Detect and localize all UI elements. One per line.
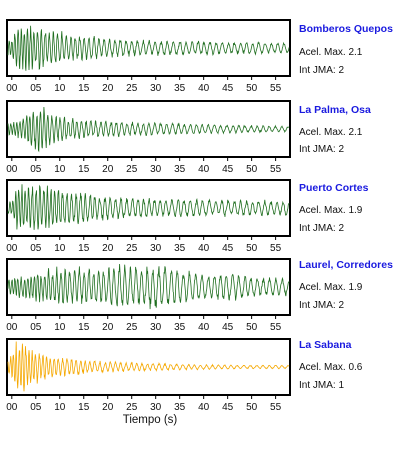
x-tick-label: 00 (6, 164, 18, 175)
station-panel: 00 05 10 15 20 25 30 35 40 45 50 55 (6, 258, 291, 333)
x-tick-label: 45 (222, 164, 234, 175)
x-tick-label: 20 (102, 83, 114, 94)
waveform-trace (7, 25, 290, 71)
x-tick-label: 05 (30, 322, 42, 333)
jma-intensity-label: Int JMA: 1 (299, 380, 345, 391)
station-panel: 00 05 10 15 20 25 30 35 40 45 50 55 (6, 19, 291, 94)
x-tick-label: 50 (246, 322, 258, 333)
x-tick-label: 15 (78, 83, 90, 94)
x-tick-label: 45 (222, 243, 234, 254)
x-tick-label: 15 (78, 164, 90, 175)
x-tick-label: 10 (54, 243, 66, 254)
station-panel: 00 05 10 15 20 25 30 35 40 45 50 55 (6, 179, 291, 254)
x-tick-label: 40 (198, 402, 210, 413)
station-name: Puerto Cortes (299, 182, 369, 194)
max-acceleration-label: Acel. Max. 1.9 (299, 282, 363, 293)
x-tick-label: 00 (6, 402, 18, 413)
x-tick-label: 25 (126, 83, 138, 94)
jma-intensity-label: Int JMA: 2 (299, 65, 345, 76)
max-acceleration-label: Acel. Max. 2.1 (299, 127, 363, 138)
x-tick-label: 15 (78, 243, 90, 254)
x-tick-label: 40 (198, 243, 210, 254)
waveform-trace (7, 263, 290, 310)
x-tick-label: 25 (126, 164, 138, 175)
panel-frame (6, 338, 291, 396)
x-tick-label: 30 (150, 322, 162, 333)
x-tick-label: 35 (174, 243, 186, 254)
x-tick-label: 40 (198, 83, 210, 94)
x-tick-label: 35 (174, 164, 186, 175)
x-tick-label: 15 (78, 322, 90, 333)
x-axis-label: Tiempo (s) (122, 414, 178, 426)
x-tick-label: 50 (246, 243, 258, 254)
panel-frame (6, 19, 291, 77)
x-tick-label: 55 (270, 322, 282, 333)
x-tick-label: 10 (54, 402, 66, 413)
x-tick-label: 50 (246, 402, 258, 413)
max-acceleration-label: Acel. Max. 2.1 (299, 47, 363, 58)
station-panel: 00 05 10 15 20 25 30 35 40 45 50 55 (6, 100, 291, 175)
x-tick-label: 55 (270, 402, 282, 413)
x-tick-label: 40 (198, 164, 210, 175)
jma-intensity-label: Int JMA: 2 (299, 223, 345, 234)
station-name: Bomberos Quepos (299, 23, 393, 35)
x-tick-label: 05 (30, 402, 42, 413)
x-tick-label: 00 (6, 322, 18, 333)
x-tick-label: 40 (198, 322, 210, 333)
x-tick-label: 05 (30, 243, 42, 254)
x-tick-label: 30 (150, 402, 162, 413)
x-tick-label: 20 (102, 164, 114, 175)
max-acceleration-label: Acel. Max. 0.6 (299, 362, 363, 373)
station-panel: 00 05 10 15 20 25 30 35 40 45 50 55 (6, 338, 291, 413)
x-tick-label: 30 (150, 164, 162, 175)
x-tick-label: 00 (6, 83, 18, 94)
panel-frame (6, 100, 291, 158)
x-tick-label: 30 (150, 83, 162, 94)
x-tick-label: 05 (30, 164, 42, 175)
x-tick-label: 55 (270, 83, 282, 94)
x-tick-label: 10 (54, 322, 66, 333)
panel-frame (6, 179, 291, 237)
x-tick-label: 00 (6, 243, 18, 254)
x-tick-label: 10 (54, 83, 66, 94)
x-tick-label: 20 (102, 402, 114, 413)
x-tick-label: 45 (222, 402, 234, 413)
x-tick-label: 45 (222, 83, 234, 94)
jma-intensity-label: Int JMA: 2 (299, 300, 345, 311)
waveform-trace (7, 184, 290, 230)
x-tick-label: 35 (174, 322, 186, 333)
station-name: La Sabana (299, 339, 352, 351)
x-tick-label: 35 (174, 83, 186, 94)
x-tick-label: 25 (126, 322, 138, 333)
x-tick-label: 20 (102, 243, 114, 254)
x-tick-label: 25 (126, 243, 138, 254)
jma-intensity-label: Int JMA: 2 (299, 144, 345, 155)
x-tick-label: 20 (102, 322, 114, 333)
x-tick-label: 05 (30, 83, 42, 94)
station-name: Laurel, Corredores (299, 259, 393, 271)
waveform-trace (7, 106, 290, 153)
x-tick-label: 30 (150, 243, 162, 254)
x-tick-label: 10 (54, 164, 66, 175)
x-tick-label: 25 (126, 402, 138, 413)
x-tick-label: 50 (246, 164, 258, 175)
x-tick-label: 50 (246, 83, 258, 94)
x-tick-label: 15 (78, 402, 90, 413)
station-name: La Palma, Osa (299, 104, 371, 116)
x-tick-label: 35 (174, 402, 186, 413)
x-tick-label: 55 (270, 243, 282, 254)
x-tick-label: 55 (270, 164, 282, 175)
waveform-trace (7, 341, 290, 392)
max-acceleration-label: Acel. Max. 1.9 (299, 205, 363, 216)
x-tick-label: 45 (222, 322, 234, 333)
